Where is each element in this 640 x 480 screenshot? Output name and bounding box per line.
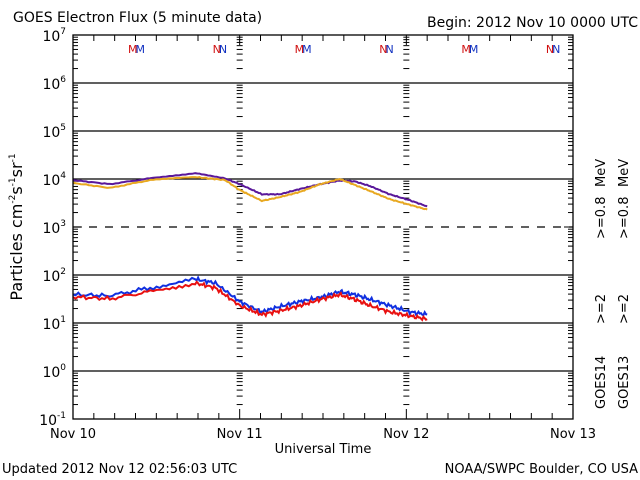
day-marker: MM: [461, 43, 478, 56]
legend-unit: MeV: [617, 159, 632, 187]
y-axis-label-s: s: [7, 186, 26, 194]
y-tick-exponent: 5: [60, 123, 66, 133]
day-marker-first: M: [295, 43, 304, 56]
day-marker-first: N: [379, 43, 387, 56]
y-axis-label-base: Particles cm: [7, 204, 26, 301]
y-tick-exponent: 4: [60, 171, 66, 181]
day-marker-first: M: [128, 43, 137, 56]
minor-ticks: [72, 34, 574, 420]
y-tick-base: 10: [42, 77, 60, 93]
y-tick-exponent: 6: [60, 75, 66, 85]
y-axis-label-exp3: -1: [8, 153, 18, 162]
legend-high-energy: >=0.8: [594, 197, 609, 239]
x-tick-labels: Nov 10 Nov 11 Nov 12 Nov 13: [50, 427, 596, 442]
y-tick-base: 10: [42, 125, 60, 141]
x-axis-label: Universal Time: [275, 442, 372, 457]
y-tick-base: 10: [42, 365, 60, 381]
legend: GOES14 >=2 >=0.8 MeV GOES13 >=2 >=0.8 MeV: [594, 159, 632, 409]
series-line-goes13-0-8-mev: [72, 175, 428, 211]
y-axis-label: Particles cm-2s-1sr-1: [7, 153, 26, 300]
y-axis-label-exp2: -1: [8, 177, 18, 186]
y-tick-exponent: 2: [60, 267, 66, 277]
y-tick-label: 100: [42, 363, 66, 381]
series-line-goes13-2-mev: [72, 280, 428, 322]
y-tick-exponent: 7: [60, 27, 66, 37]
updated-timestamp: Updated 2012 Nov 12 02:56:03 UTC: [2, 462, 237, 477]
day-marker-first: M: [461, 43, 470, 56]
day-marker: MM: [128, 43, 145, 56]
legend-column-goes13: GOES13 >=2 >=0.8 MeV: [617, 159, 632, 409]
series-line-goes14-0-8-mev: [72, 172, 428, 208]
legend-unit: MeV: [594, 159, 609, 187]
y-tick-exponent: -1: [57, 411, 66, 421]
x-tick-label: Nov 13: [550, 427, 596, 442]
x-tick-label: Nov 11: [217, 427, 263, 442]
day-marker-second: N: [386, 43, 394, 56]
legend-column-goes14: GOES14 >=2 >=0.8 MeV: [594, 159, 609, 409]
y-tick-label: 102: [42, 267, 66, 285]
day-marker-second: N: [552, 43, 560, 56]
y-tick-base: 10: [42, 269, 60, 285]
day-marker: NN: [213, 43, 227, 56]
legend-high-energy: >=0.8: [617, 197, 632, 239]
day-marker: NN: [379, 43, 393, 56]
day-marker-second: N: [219, 43, 227, 56]
y-tick-base: 10: [42, 221, 60, 237]
y-tick-label: 106: [42, 75, 66, 93]
legend-satellite: GOES13: [617, 356, 632, 409]
y-tick-base: 10: [42, 317, 60, 333]
day-marker-second: M: [469, 43, 478, 56]
day-marker-second: M: [302, 43, 311, 56]
day-marker: MM: [295, 43, 312, 56]
y-axis-label-sr: sr: [7, 162, 26, 177]
y-tick-label: 105: [42, 123, 66, 141]
y-tick-label: 107: [42, 27, 66, 45]
y-axis-label-exp1: -2: [8, 195, 18, 204]
x-tick-label: Nov 12: [383, 427, 429, 442]
day-marker-first: N: [546, 43, 554, 56]
day-marker: NN: [546, 43, 560, 56]
legend-low-energy: >=2: [617, 294, 632, 324]
credit-text: NOAA/SWPC Boulder, CO USA: [445, 462, 638, 477]
x-tick-label: Nov 10: [50, 427, 96, 442]
y-tick-label: 10-1: [39, 411, 66, 429]
y-tick-base: 10: [42, 29, 60, 45]
y-tick-base: 10: [39, 413, 57, 429]
y-tick-label: 101: [42, 315, 66, 333]
y-tick-label: 103: [42, 219, 66, 237]
svg-text:Particles cm-2s-1sr-1: Particles cm-2s-1sr-1: [7, 153, 26, 300]
plot-frame: [72, 34, 574, 420]
y-tick-exponent: 3: [60, 219, 66, 229]
day-marker-first: N: [213, 43, 221, 56]
y-tick-exponent: 0: [60, 363, 66, 373]
day-marker-second: M: [136, 43, 145, 56]
series-line-goes14-2-mev: [72, 275, 428, 317]
y-tick-exponent: 1: [60, 315, 66, 325]
grid-lines: [73, 82, 573, 372]
y-tick-label: 104: [42, 171, 66, 189]
day-markers: MM NN MM NN MM NN: [128, 43, 562, 56]
chart-subtitle: Begin: 2012 Nov 10 0000 UTC: [427, 15, 638, 31]
chart-title: GOES Electron Flux (5 minute data): [13, 10, 262, 26]
y-tick-base: 10: [42, 173, 60, 189]
legend-satellite: GOES14: [594, 356, 609, 409]
data-series: [72, 172, 428, 322]
legend-low-energy: >=2: [594, 294, 609, 324]
